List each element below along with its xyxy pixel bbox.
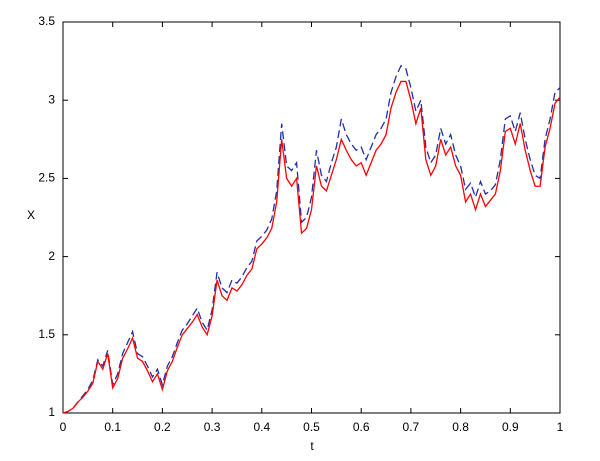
line-series [62, 80, 561, 414]
y-axis-label: X [27, 208, 35, 222]
x-tick-label: 0.1 [104, 420, 121, 434]
x-tick-label: 0.5 [303, 420, 320, 434]
x-tick-label: 0.9 [502, 420, 519, 434]
x-tick-label: 0.3 [204, 420, 221, 434]
x-tick-label: 1 [557, 420, 564, 434]
x-tick-label: 0.7 [403, 420, 420, 434]
x-tick-label: 0.6 [353, 420, 370, 434]
y-tick-label: 2.5 [38, 171, 55, 185]
y-tick-label: 3 [48, 92, 55, 106]
line-series [62, 64, 561, 414]
x-tick-label: 0.4 [253, 420, 270, 434]
x-tick-label: 0 [60, 420, 67, 434]
plot-frame [62, 21, 561, 414]
x-tick-label: 0.8 [452, 420, 469, 434]
y-tick-label: 2 [48, 249, 55, 263]
y-tick-label: 1.5 [38, 327, 55, 341]
y-tick-label: 3.5 [38, 14, 55, 28]
x-axis-label: t [310, 439, 314, 453]
y-tick-label: 1 [48, 405, 55, 419]
x-tick-label: 0.2 [154, 420, 171, 434]
